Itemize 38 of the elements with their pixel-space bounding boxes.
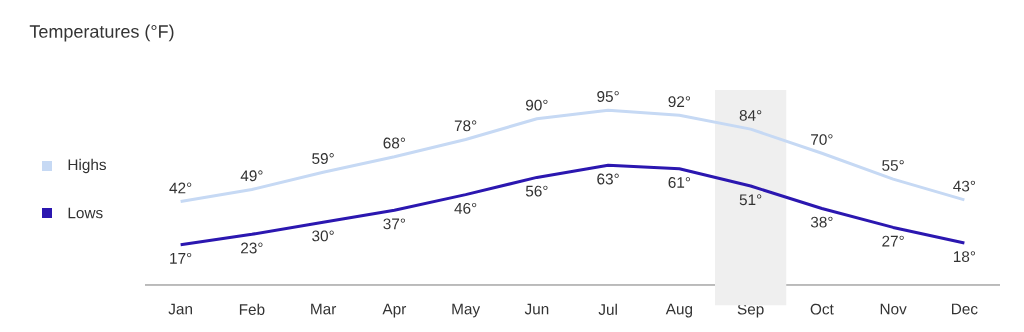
x-tick-label: Mar bbox=[311, 303, 337, 315]
data-label: 92° bbox=[668, 96, 691, 108]
data-label: 42° bbox=[169, 182, 192, 194]
data-label: 61° bbox=[668, 177, 691, 188]
chart-title: Temperatures (°F) bbox=[29, 24, 174, 42]
legend-label: Lows bbox=[68, 207, 103, 219]
x-tick-label: Feb bbox=[239, 303, 265, 315]
data-label: 55° bbox=[882, 160, 904, 171]
x-tick-label: Jun bbox=[524, 303, 549, 315]
data-label: 27° bbox=[882, 235, 904, 247]
x-tick-label: Apr bbox=[382, 303, 407, 318]
data-label: 56° bbox=[525, 185, 548, 197]
x-tick-label: Dec bbox=[952, 303, 978, 315]
data-label: 18° bbox=[953, 251, 976, 263]
data-label: 30° bbox=[312, 230, 334, 242]
legend-label: Highs bbox=[68, 158, 107, 174]
x-tick-label: Aug bbox=[665, 303, 693, 318]
data-label: 78° bbox=[454, 120, 477, 132]
data-label: 46° bbox=[454, 202, 477, 214]
data-label: 68° bbox=[383, 137, 406, 149]
data-label: 95° bbox=[597, 91, 619, 102]
data-label: 23° bbox=[241, 242, 263, 254]
data-label: 49° bbox=[240, 170, 263, 182]
data-label: 90° bbox=[526, 99, 548, 111]
data-label: 59° bbox=[312, 153, 334, 164]
data-label: 63° bbox=[597, 173, 619, 185]
data-label: 17° bbox=[170, 252, 192, 264]
data-label: 70° bbox=[811, 134, 833, 145]
x-tick-label: May bbox=[452, 303, 481, 318]
x-tick-label: Jan bbox=[168, 303, 192, 315]
x-tick-label: Jul bbox=[598, 303, 617, 315]
data-label: 43° bbox=[953, 180, 976, 192]
data-label: 51° bbox=[739, 194, 762, 206]
data-label: 38° bbox=[810, 216, 833, 228]
x-tick-label: Oct bbox=[810, 303, 834, 315]
data-label: 37° bbox=[383, 218, 406, 230]
data-label: 84° bbox=[739, 110, 762, 121]
x-tick-label: Nov bbox=[880, 303, 907, 315]
